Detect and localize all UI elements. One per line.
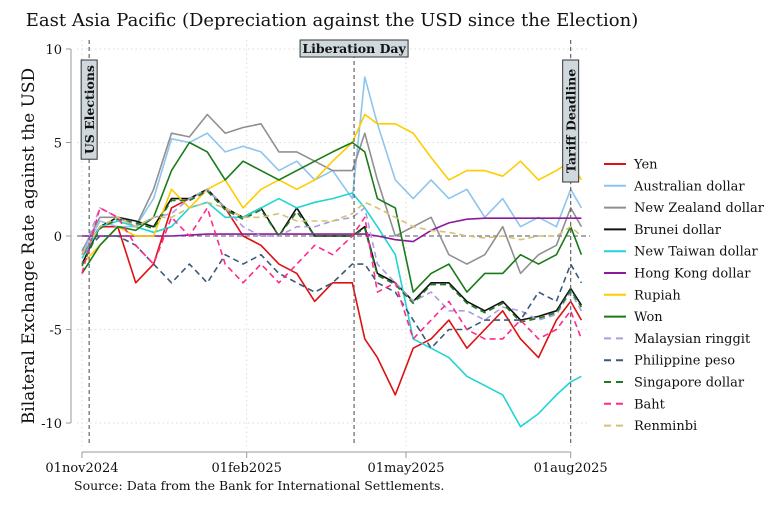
event-label-box: Liberation Day: [299, 39, 409, 58]
chart-title: East Asia Pacific (Depreciation against …: [26, 10, 638, 31]
event-label: Liberation Day: [302, 41, 406, 56]
legend-item: New Taiwan dollar: [604, 245, 758, 260]
x-tick-label: 01nov2024: [45, 461, 118, 476]
legend-item: Yen: [604, 158, 658, 173]
legend-item: Philippine peso: [604, 354, 735, 369]
series-line-malaysian-ringgit: [81, 188, 583, 321]
legend-label: Won: [634, 310, 663, 325]
legend-item: Renminbi: [604, 419, 697, 434]
series-line-philippine-peso: [81, 235, 583, 350]
gridlines: [77, 40, 590, 446]
legend-label: Yen: [633, 158, 658, 173]
legend-label: Philippine peso: [634, 354, 735, 369]
series-line-australian-dollar: [81, 76, 583, 256]
legend-item: Malaysian ringgit: [604, 332, 751, 347]
series-line-rupiah: [81, 113, 583, 265]
series-line-new-zealand-dollar: [81, 113, 583, 275]
y-tick-label: -10: [41, 417, 62, 432]
source-note: Source: Data from the Bank for Internati…: [74, 478, 444, 493]
event-label-bg: [80, 59, 98, 160]
legend-label: Australian dollar: [633, 179, 745, 194]
legend-label: Renminbi: [634, 419, 697, 434]
legend-label: Brunei dollar: [634, 223, 722, 238]
event-label-box: US Elections: [80, 59, 98, 160]
legend-item: New Zealand dollar: [604, 201, 765, 216]
legend-item: Baht: [604, 397, 666, 412]
y-tick-label: 0: [54, 230, 62, 245]
event-label: US Elections: [82, 65, 97, 154]
x-tick-label: 01aug2025: [534, 461, 608, 476]
legend-label: Malaysian ringgit: [634, 332, 751, 347]
legend-label: New Taiwan dollar: [634, 245, 758, 260]
axes: 10 5 0 -5 -10 01nov2024 01feb2025 01may2025 01au…: [41, 43, 608, 476]
y-tick-label: 10: [45, 43, 62, 58]
y-axis-label: Bilateral Exchange Rate against the USD: [19, 68, 39, 424]
event-label-bg: [299, 39, 409, 58]
y-tick-label: 5: [54, 137, 62, 152]
event-label-bg: [562, 59, 580, 183]
series-line-won: [81, 141, 583, 293]
series-line-brunei-dollar: [81, 188, 583, 321]
series-line-new-taiwan-dollar: [81, 192, 582, 428]
event-label-box: Tariff Deadline: [562, 59, 580, 183]
legend-item: Australian dollar: [604, 179, 745, 194]
series-line-yen: [81, 188, 583, 396]
event-markers: US Elections Liberation Day Tariff Deadlin…: [80, 39, 580, 446]
x-tick-label: 01may2025: [367, 461, 444, 476]
legend-label: Hong Kong dollar: [634, 267, 751, 282]
legend-label: New Zealand dollar: [634, 201, 765, 216]
legend-item: Rupiah: [604, 288, 681, 303]
series-line-hong-kong-dollar: [82, 217, 582, 243]
series-lines: [81, 76, 583, 428]
legend-item: Won: [604, 310, 663, 325]
y-tick-label: -5: [49, 324, 62, 339]
legend-item: Brunei dollar: [604, 223, 722, 238]
x-tick-label: 01feb2025: [211, 461, 281, 476]
legend: Yen Australian dollar New Zealand dollar Br…: [604, 158, 765, 434]
event-label: Tariff Deadline: [564, 69, 579, 173]
legend-item: Hong Kong dollar: [604, 267, 751, 282]
legend-item: Singapore dollar: [604, 376, 745, 391]
legend-label: Singapore dollar: [634, 376, 745, 391]
series-line-renminbi: [81, 201, 582, 256]
legend-label: Baht: [634, 397, 666, 412]
legend-label: Rupiah: [634, 288, 681, 303]
